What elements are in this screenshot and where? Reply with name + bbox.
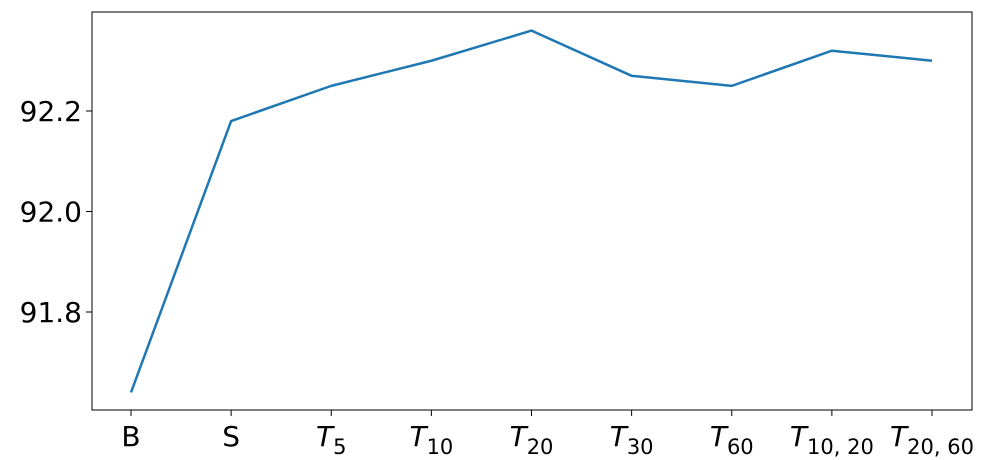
y-tick-label: 92.0: [20, 196, 82, 229]
y-tick-label: 91.8: [20, 296, 82, 329]
category-base: T: [409, 420, 428, 453]
category-subscript: 10, 20: [807, 435, 874, 459]
plot-frame: [91, 11, 973, 411]
x-tick-label: T5: [316, 420, 346, 459]
category-base: T: [510, 420, 529, 453]
category-base: T: [790, 420, 809, 453]
category-subscript: 20, 60: [907, 435, 974, 459]
category-base: T: [890, 420, 909, 453]
x-tick-label: T20, 60: [890, 420, 974, 459]
x-tick-label: T60: [710, 420, 754, 459]
y-tick-label: 92.2: [20, 95, 82, 128]
category-subscript: 10: [427, 435, 454, 459]
category-base: T: [610, 420, 629, 453]
x-tick-label: T10: [409, 420, 453, 459]
x-tick-label: B: [121, 420, 140, 453]
x-tick-label: T20: [510, 420, 554, 459]
x-tick-label: T30: [610, 420, 654, 459]
category-base: T: [316, 420, 335, 453]
data-line: [129, 29, 933, 393]
x-tick-label: T10, 20: [790, 420, 874, 459]
category-subscript: 20: [527, 435, 554, 459]
category-subscript: 60: [727, 435, 754, 459]
category-base: T: [710, 420, 729, 453]
x-tick-label: S: [222, 420, 240, 453]
category-subscript: 5: [333, 435, 346, 459]
category-subscript: 30: [627, 435, 654, 459]
category-base: B: [121, 420, 140, 453]
category-base: S: [222, 420, 240, 453]
